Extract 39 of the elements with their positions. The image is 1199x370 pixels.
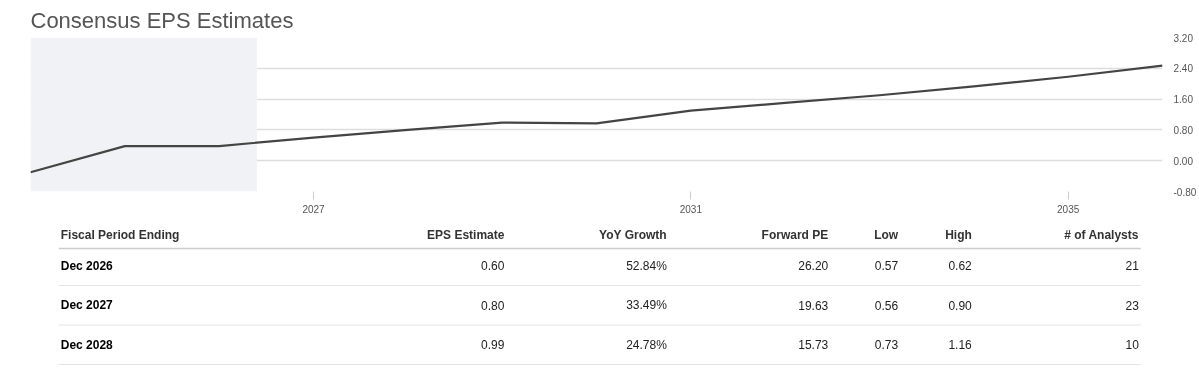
text: 26.20 xyxy=(798,259,829,273)
text: 0.99 xyxy=(481,338,505,352)
category-label: # of Analysts xyxy=(1064,227,1139,242)
category-label: Dec 2027 xyxy=(60,298,113,312)
category-label: Low xyxy=(874,227,899,242)
y-tick-label: 3.20 xyxy=(1173,32,1194,44)
text: 0.62 xyxy=(948,259,972,273)
text: 21 xyxy=(1125,259,1139,273)
text: 24.78% xyxy=(626,337,667,352)
text: 0.73 xyxy=(874,338,899,352)
category-label: Fiscal Period Ending xyxy=(60,227,180,242)
category-label: Forward PE xyxy=(761,227,829,242)
x-tick-label: 2035 xyxy=(1057,203,1080,215)
text: 0.56 xyxy=(874,298,899,313)
category-label: Dec 2028 xyxy=(60,337,113,352)
x-tick-label: 2027 xyxy=(302,203,326,215)
category-label: High xyxy=(945,227,972,242)
text: 52.84% xyxy=(626,258,667,273)
text: 23 xyxy=(1125,298,1139,313)
category-label: YoY Growth xyxy=(599,227,667,242)
text: 0.90 xyxy=(948,298,972,313)
category-label: EPS Estimate xyxy=(427,227,505,242)
text: 0.80 xyxy=(481,298,505,313)
y-tick-label: 0.80 xyxy=(1173,124,1194,136)
text: 15.73 xyxy=(798,338,829,352)
y-tick-label: 0.00 xyxy=(1173,155,1194,167)
y-tick-label: 1.60 xyxy=(1173,94,1194,106)
text: 0.60 xyxy=(481,259,505,273)
text: 19.63 xyxy=(798,298,829,313)
text: 0.57 xyxy=(874,259,899,273)
x-tick-label: 2031 xyxy=(679,203,703,215)
category-label: Dec 2026 xyxy=(60,258,113,273)
y-tick-label: 2.40 xyxy=(1173,63,1194,75)
text: 1.16 xyxy=(948,338,972,352)
line-series xyxy=(30,64,1163,174)
text: 33.49% xyxy=(626,298,667,312)
y-tick-label: -0.80 xyxy=(1173,186,1197,198)
text: 10 xyxy=(1125,338,1139,352)
chart-title: Consensus EPS Estimates xyxy=(30,7,294,33)
